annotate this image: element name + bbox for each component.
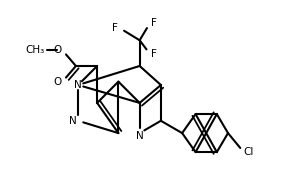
Text: F: F bbox=[151, 19, 157, 29]
Text: O: O bbox=[53, 45, 62, 55]
Text: N: N bbox=[136, 131, 144, 141]
Text: F: F bbox=[151, 49, 157, 59]
Text: F: F bbox=[112, 23, 118, 33]
Text: CH₃: CH₃ bbox=[25, 45, 45, 55]
Text: O: O bbox=[53, 77, 62, 87]
Text: N: N bbox=[69, 116, 76, 126]
Text: N: N bbox=[74, 80, 82, 90]
Text: Cl: Cl bbox=[243, 147, 254, 157]
